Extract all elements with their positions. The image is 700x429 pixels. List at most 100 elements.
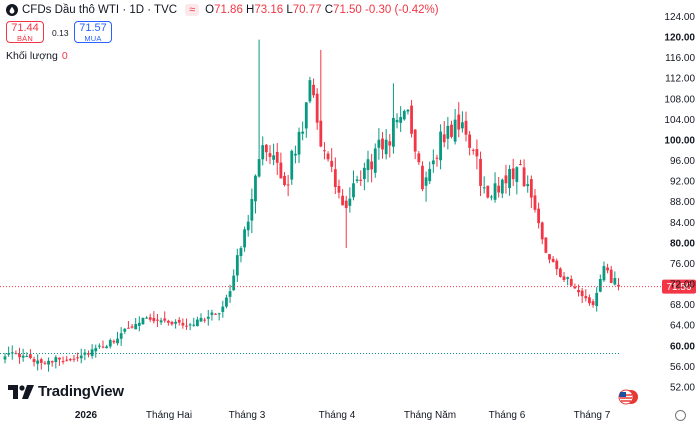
compare-approx-icon[interactable]: ≈ (185, 4, 200, 16)
sell-button[interactable]: 71.44 BÁN (6, 21, 44, 43)
candle-body (529, 179, 533, 198)
us-flag-icon[interactable] (617, 389, 639, 405)
candle-body (500, 179, 504, 194)
candle-body (177, 319, 181, 323)
candle-body (170, 321, 174, 325)
candle-body (431, 160, 435, 165)
change-value: -0.30 (-0.42%) (365, 4, 439, 16)
candle-body (439, 131, 442, 161)
buy-button[interactable]: 71.57 MUA (74, 21, 112, 43)
candle-body (181, 322, 185, 326)
candle-body (199, 317, 203, 322)
candle-body (591, 301, 595, 305)
candle-body (254, 175, 257, 202)
candle-body (108, 340, 112, 347)
candle-body (577, 289, 580, 293)
candle-body (68, 359, 72, 361)
candle-body (344, 200, 348, 209)
time-axis[interactable]: 2026 Tháng Hai Tháng 3 Tháng 4 Tháng Năm Thán… (75, 410, 611, 421)
candle-body (413, 129, 417, 152)
candle-body (87, 353, 90, 355)
candle-body (366, 159, 370, 171)
candle-body (312, 84, 315, 96)
candle-body (471, 149, 475, 151)
candle-body (112, 340, 116, 343)
candle-body (330, 160, 334, 167)
candle-body (94, 348, 98, 352)
candle-body (3, 356, 7, 360)
price-tick-label: 80.00 (670, 238, 695, 249)
chart-header: CFDs Dầu thô WTI · 1D · TVC ≈ O71.86 H73… (6, 2, 439, 18)
candle-body (308, 80, 312, 102)
candle-body (54, 357, 58, 363)
candle-body (105, 346, 109, 349)
candle-body (533, 195, 537, 210)
last-price-tag (662, 279, 696, 294)
candle-body (323, 150, 326, 152)
price-tick-label: 56.00 (670, 362, 695, 373)
candle-body (163, 318, 167, 321)
price-tick-label: 112.00 (665, 74, 695, 85)
candle-body (555, 260, 559, 270)
candle-body (61, 361, 65, 363)
candle-body (7, 353, 11, 355)
candle-body (537, 208, 541, 224)
candle-body (377, 139, 381, 148)
candle-body (116, 338, 119, 344)
price-tick-label: 104.00 (664, 115, 695, 126)
candle-body (221, 306, 225, 312)
candle-body (526, 184, 530, 187)
candle-body (428, 168, 432, 182)
candle-body (359, 179, 363, 181)
price-axis[interactable]: 52.00 56.00 60.00 64.00 68.00 72.00 76.00 80.00… (664, 12, 695, 394)
spread-value: 0.13 (52, 28, 69, 38)
candle-body (10, 352, 14, 354)
candle-body (79, 355, 83, 359)
candle-body (192, 324, 196, 326)
candle-body (304, 102, 308, 129)
candle-body (406, 109, 410, 112)
candle-body (421, 165, 424, 190)
symbol-title[interactable]: CFDs Dầu thô WTI · 1D · TVC (22, 4, 178, 16)
candle-body (21, 355, 25, 358)
candle-body (333, 169, 337, 187)
settings-gear-icon[interactable] (675, 410, 686, 421)
candle-body (217, 313, 221, 315)
candle-body (101, 346, 105, 348)
candle-body (548, 254, 551, 260)
time-tick-label: Tháng 7 (574, 410, 611, 421)
candle-body (355, 179, 359, 181)
candle-body (119, 333, 123, 339)
candle-body (457, 114, 461, 130)
candle-body (490, 196, 493, 198)
candle-body (493, 183, 497, 200)
candle-body (148, 317, 152, 320)
candle-body (228, 291, 232, 297)
candle-body (540, 222, 544, 240)
tradingview-logo-icon (8, 384, 34, 399)
candle-body (47, 360, 50, 365)
candle-body (580, 290, 584, 297)
candle-body (399, 117, 403, 123)
price-tick-label: 96.00 (670, 156, 695, 167)
candle-body (482, 187, 486, 189)
candle-body (294, 153, 297, 156)
candle-body (188, 324, 192, 326)
candle-body (275, 151, 279, 163)
candle-body (261, 145, 265, 160)
candle-body (341, 195, 344, 206)
candle-body (97, 345, 101, 347)
candle-body (479, 158, 482, 186)
candle-body (297, 131, 301, 155)
candle-body (573, 286, 577, 289)
candle-body (348, 198, 352, 206)
volume-legend[interactable]: Khối lượng 0 (6, 50, 68, 62)
candle-body (25, 356, 29, 358)
candle-body (606, 267, 609, 271)
price-tick-label: 84.00 (670, 218, 695, 229)
last-price-label: 71.50 (666, 282, 691, 293)
candle-body (511, 168, 515, 180)
ohlc-values: O71.86 H73.16 L70.77 C71.50 -0.30 (-0.42… (205, 4, 439, 16)
candle-body (32, 359, 36, 363)
